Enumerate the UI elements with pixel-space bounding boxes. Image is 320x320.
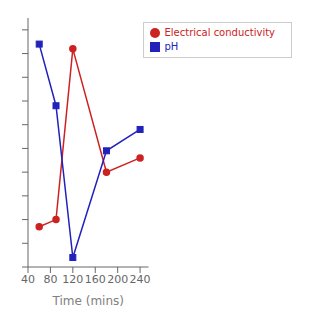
html-text:Electrical conductivity: Electrical conductivity — [164, 27, 275, 38]
svg-text:200: 200 — [107, 273, 128, 286]
svg-text:120: 120 — [62, 273, 83, 286]
svg-text:160: 160 — [85, 273, 106, 286]
svg-text:80: 80 — [43, 273, 57, 286]
svg-text:40: 40 — [21, 273, 35, 286]
svg-text:Time (mins): Time (mins) — [52, 294, 124, 308]
html-text:pH: pH — [164, 41, 179, 52]
svg-text:240: 240 — [130, 273, 151, 286]
